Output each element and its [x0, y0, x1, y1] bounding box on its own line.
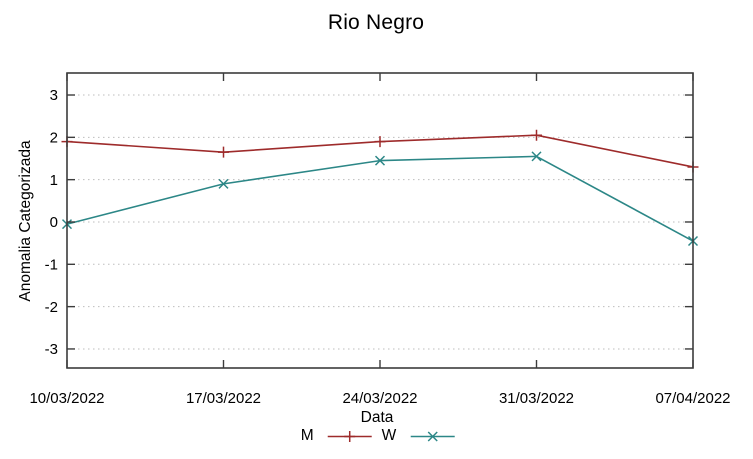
- legend-item-w: W: [381, 427, 456, 444]
- series-marker-plus: [218, 146, 229, 158]
- x-tick-label: 10/03/2022: [29, 390, 104, 407]
- x-tick-label: 07/04/2022: [655, 390, 730, 407]
- series-marker-cross: [531, 151, 542, 162]
- x-tick-label: 24/03/2022: [342, 390, 417, 407]
- chart-title: Rio Negro: [327, 11, 425, 34]
- y-tick-label: 3: [50, 87, 58, 104]
- y-tick-label: 2: [50, 130, 58, 147]
- y-tick-label: 1: [50, 172, 58, 189]
- series-marker-plus: [374, 136, 386, 148]
- series-marker-cross: [374, 155, 386, 166]
- y-tick-label: -2: [45, 299, 58, 316]
- series-marker-plus: [344, 431, 356, 442]
- series-line-W: [66, 155, 694, 242]
- legend-sample-line-m: [327, 431, 372, 442]
- y-tick-label: -1: [45, 257, 58, 274]
- series-marker-cross: [218, 178, 229, 189]
- y-tick-label: 0: [50, 214, 58, 231]
- series-marker-cross: [427, 431, 438, 442]
- series-marker-plus: [531, 129, 542, 141]
- legend-label-w: W: [381, 427, 397, 444]
- legend-label-m: M: [300, 427, 314, 444]
- x-tick-label: 31/03/2022: [499, 390, 574, 407]
- plot-frame: [66, 72, 694, 369]
- x-axis-label: Data: [360, 409, 394, 426]
- legend-sample-line-w: [410, 431, 455, 442]
- legend-item-m: M: [300, 427, 373, 444]
- x-tick-label: 17/03/2022: [186, 390, 261, 407]
- y-tick-label: -3: [45, 341, 58, 358]
- legend: M W: [300, 427, 456, 444]
